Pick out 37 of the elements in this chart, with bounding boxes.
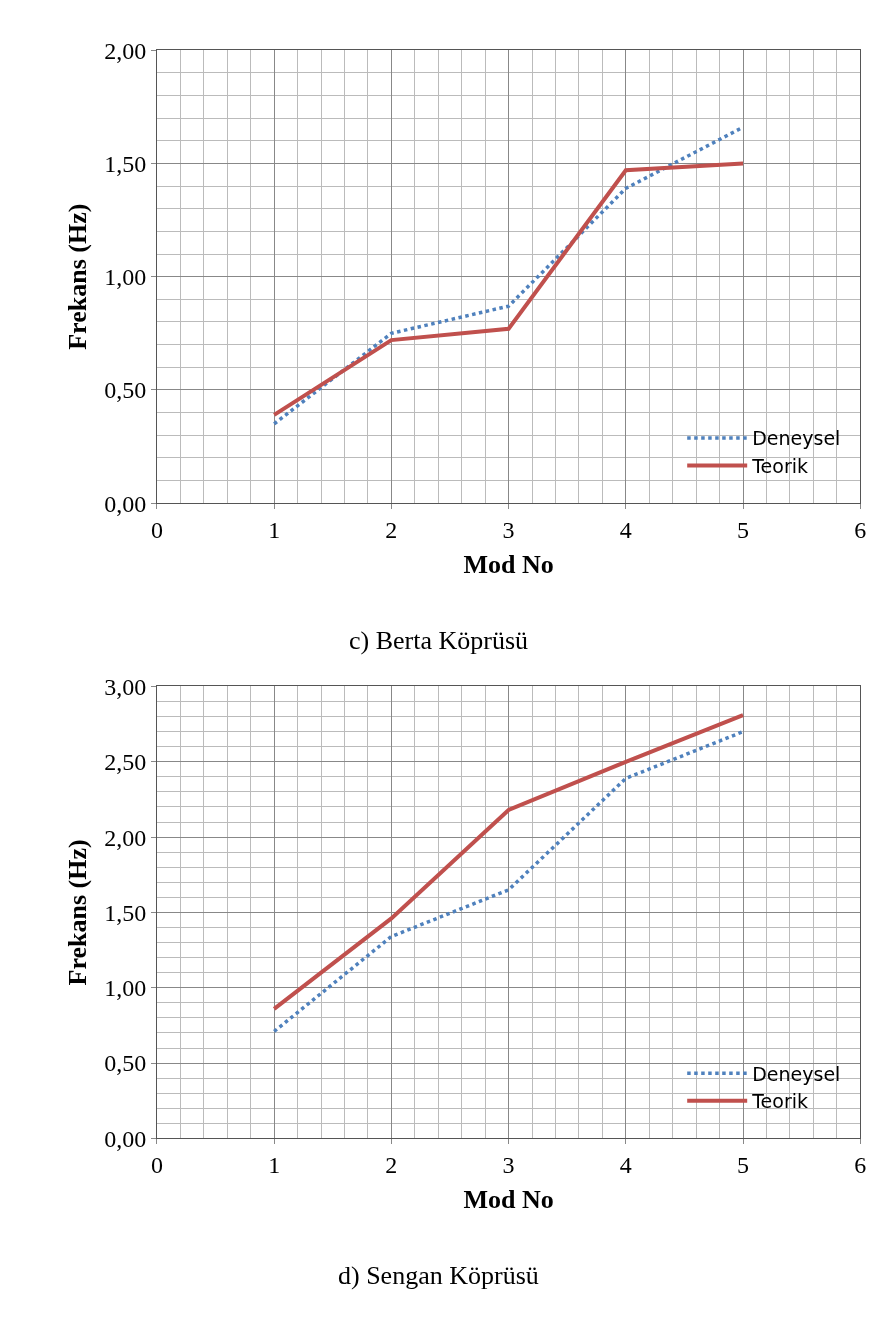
x-tick-label: 2 (385, 516, 398, 543)
y-tick-label: 0,50 (104, 377, 147, 404)
y-axis-title: Frekans (Hz) (62, 839, 92, 986)
x-tick-label: 5 (737, 1152, 750, 1179)
legend-label: Teorik (751, 455, 808, 477)
x-tick-label: 1 (268, 516, 281, 543)
y-tick-label: 0,50 (104, 1050, 147, 1077)
x-tick-label: 5 (737, 516, 750, 543)
y-axis-title: Frekans (Hz) (62, 203, 92, 350)
x-tick-label: 2 (385, 1152, 398, 1179)
x-tick-label: 4 (619, 1152, 632, 1179)
y-tick-label: 1,00 (104, 264, 147, 291)
legend-label: Teorik (751, 1090, 808, 1113)
y-tick-label: 1,50 (104, 899, 147, 926)
legend-label: Deneysel (752, 427, 841, 450)
x-axis-title: Mod No (463, 549, 554, 579)
x-tick-label: 1 (268, 1152, 281, 1179)
x-tick-label: 4 (619, 516, 632, 543)
y-tick-label: 1,50 (104, 150, 147, 177)
x-tick-label: 0 (150, 1152, 163, 1179)
text: d) Sengan Köprüsü (338, 1261, 539, 1290)
y-tick-label: 0,00 (104, 1125, 147, 1152)
x-tick-label: 3 (502, 516, 515, 543)
x-axis-title: Mod No (463, 1184, 554, 1214)
y-tick-label: 2,00 (104, 824, 147, 851)
y-tick-label: 2,50 (104, 749, 147, 776)
y-tick-label: 3,00 (104, 673, 147, 700)
y-tick-label: 1,00 (104, 975, 147, 1002)
x-tick-label: 6 (854, 1152, 867, 1179)
x-tick-label: 3 (502, 1152, 515, 1179)
legend-label: Deneysel (752, 1062, 841, 1085)
y-tick-label: 2,00 (104, 37, 147, 64)
x-tick-label: 0 (150, 516, 163, 543)
text: c) Berta Köprüsü (349, 626, 529, 655)
line-series (272, 161, 746, 417)
y-tick-label: 0,00 (104, 490, 147, 517)
x-tick-label: 6 (854, 516, 867, 543)
